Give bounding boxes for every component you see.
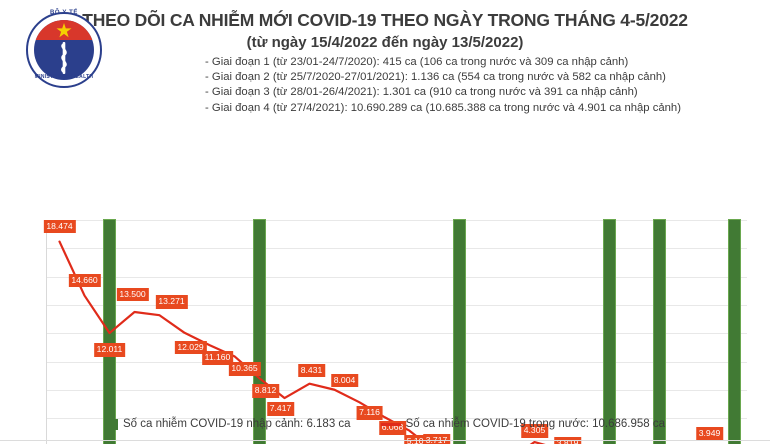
point-label-24-4: 8.812 (251, 384, 280, 398)
point-label-17-4: 14.660 (68, 273, 101, 288)
point-label-01-5: 3.717 (422, 434, 451, 444)
legend-line-label: Số ca nhiễm COVID-19 trong nước: 10.686.… (405, 418, 666, 430)
point-label-18-4: 12.011 (93, 343, 126, 357)
point-label-23-4: 10.365 (228, 362, 261, 376)
point-label-16-4: 18.474 (43, 219, 76, 234)
point-label-30-4: 5.109 (403, 434, 432, 444)
chart-legend: Số ca nhiễm COVID-19 nhập cảnh: 6.183 ca… (0, 418, 770, 430)
bottom-divider (0, 440, 770, 441)
bar-08-5[interactable]: 1 (603, 219, 616, 444)
gridline (47, 276, 747, 278)
legend-item-domestic: Số ca nhiễm COVID-19 trong nước: 10.686.… (380, 418, 666, 430)
bar-13-5[interactable]: 1 (728, 219, 741, 444)
gridline (47, 418, 747, 420)
logo-disc (34, 20, 94, 80)
gridline (47, 304, 747, 306)
legend-bar-swatch-icon (104, 418, 118, 430)
bar-02-5[interactable]: 1 (453, 219, 466, 444)
gridline (47, 333, 747, 335)
phase-line: - Giai đoạn 1 (từ 23/01-24/7/2020): 415 … (205, 56, 629, 68)
point-label-26-4: 8.431 (297, 363, 326, 378)
chart-plot-area: 02.0004.0006.0008.00010.00012.00014.0001… (43, 219, 747, 444)
page-title: THEO DÕI CA NHIỄM MỚI COVID-19 THEO NGÀY… (82, 10, 688, 30)
phase-line: - Giai đoạn 4 (từ 27/4/2021): 10.690.289… (205, 101, 681, 114)
gridline (47, 361, 747, 363)
legend-item-imported: Số ca nhiễm COVID-19 nhập cảnh: 6.183 ca (104, 418, 351, 430)
chart-header: BỘ Y TẾ MINISTRY OF HEALTH THEO DÕI CA N… (0, 0, 770, 114)
point-label-25-4: 7.417 (266, 402, 295, 416)
legend-bar-label: Số ca nhiễm COVID-19 nhập cảnh: 6.183 ca (122, 418, 351, 430)
phase-line: - Giai đoạn 2 (từ 25/7/2020-27/01/2021):… (205, 71, 666, 84)
logo-star-and-staff-icon (56, 23, 72, 74)
point-label-05-5: 4.305 (520, 424, 549, 438)
point-label-19-4: 13.500 (116, 287, 149, 302)
page-subtitle: (từ ngày 15/4/2022 đến ngày 13/5/2022) (246, 34, 524, 51)
ministry-of-health-logo: BỘ Y TẾ MINISTRY OF HEALTH (18, 8, 110, 100)
plot-wrapper: 02.0004.0006.0008.00010.00012.00014.0001… (0, 108, 770, 444)
phase-line: - Giai đoạn 3 (từ 28/01-26/4/2021): 1.30… (205, 86, 638, 99)
legend-line-swatch-icon (380, 422, 401, 426)
line-series-domestic-cases (58, 240, 546, 444)
point-label-22-4: 11.160 (201, 351, 234, 365)
point-label-28-4: 7.116 (356, 406, 383, 420)
logo-text-bottom: MINISTRY OF HEALTH (34, 74, 94, 80)
bar-10-5[interactable]: 1 (653, 219, 666, 444)
gridline (47, 389, 747, 391)
point-label-21-4: 12.029 (174, 340, 207, 355)
gridline (47, 248, 747, 250)
point-label-27-4: 8.004 (330, 373, 359, 388)
point-label-12-5: 3.949 (695, 427, 724, 441)
point-label-20-4: 13.271 (155, 295, 188, 309)
title-block: THEO DÕI CA NHIỄM MỚI COVID-19 THEO NGÀY… (0, 0, 770, 116)
gridline (47, 220, 747, 221)
phase-summary-list: - Giai đoạn 1 (từ 23/01-24/7/2020): 415 … (0, 55, 770, 116)
